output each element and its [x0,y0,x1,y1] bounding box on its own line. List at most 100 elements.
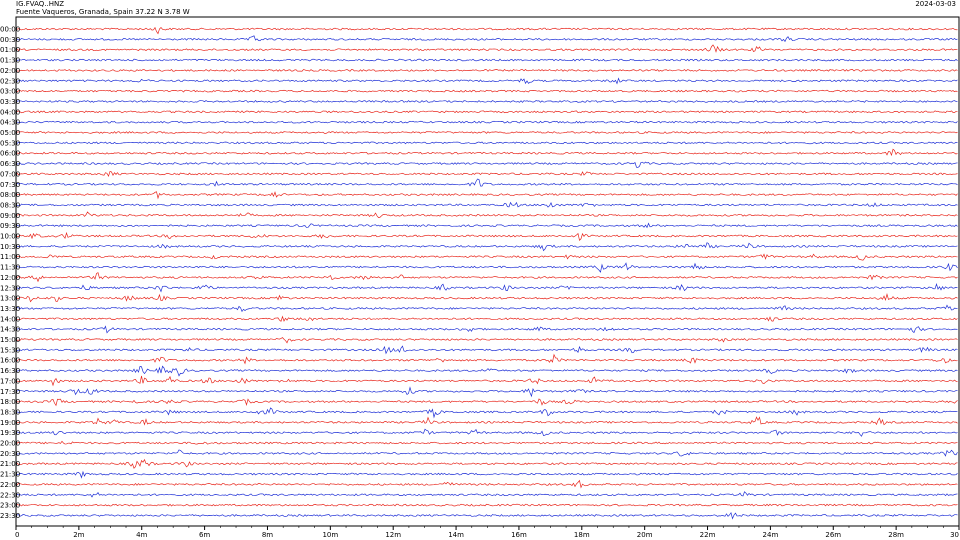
row-time-label: 17:00 [0,377,20,385]
row-time-label: 03:30 [0,98,20,106]
x-tick-label: 30 [950,531,959,539]
row-time-label: 18:00 [0,398,20,406]
x-tick-label: 26m [825,531,841,539]
x-axis-ticks: 0 2m 4m 6m 8m 10m 12m 14m 16m 18m 20m 22m 24m 26m 28m 3… [15,526,960,539]
trace-row [16,35,958,43]
trace-row [16,141,958,145]
row-time-label: 08:00 [0,191,20,199]
trace-row [16,440,958,445]
row-time-label: 10:30 [0,243,20,251]
trace-row [16,242,958,252]
row-time-label: 19:30 [0,429,20,437]
trace-row [16,386,958,398]
station-location: Fuente Vaqueros, Granada, Spain 37.22 N … [16,8,190,16]
row-time-label: 15:00 [0,336,20,344]
x-tick-label: 18m [574,531,590,539]
trace-row [16,283,958,293]
trace-row [16,449,958,457]
trace-row [16,26,958,35]
row-time-label: 14:30 [0,326,20,334]
trace-row [16,170,958,178]
row-time-label: 12:00 [0,274,20,282]
trace-row [16,503,958,507]
row-time-label: 13:00 [0,295,20,303]
row-time-label: 01:00 [0,46,20,54]
row-time-label: 04:30 [0,119,20,127]
trace-row [16,365,958,377]
trace-row [16,479,958,489]
row-time-label: 00:00 [0,26,20,34]
trace-row [16,69,958,72]
row-time-label: 10:00 [0,233,20,241]
row-time-label: 21:00 [0,460,20,468]
trace-row [16,470,958,479]
trace-row [16,512,958,520]
row-time-label: 22:00 [0,481,20,489]
trace-row [16,416,958,426]
trace-row [16,304,958,313]
trace-row [16,211,958,218]
row-time-label: 23:00 [0,502,20,510]
x-tick-label: 12m [385,531,401,539]
x-tick-label: 0 [15,531,19,539]
row-time-label: 08:30 [0,201,20,209]
x-tick-label: 14m [448,531,464,539]
station-title: IG.FVAQ..HNZ [16,0,65,8]
row-time-label: 00:30 [0,36,20,44]
row-time-label: 20:00 [0,440,20,448]
trace-row [16,148,958,157]
trace-row [16,293,958,303]
trace-row [16,491,958,498]
row-time-label: 15:30 [0,346,20,354]
trace-row [16,191,958,200]
row-time-label: 09:30 [0,222,20,230]
row-time-label: 03:00 [0,88,20,96]
row-time-label: 02:30 [0,77,20,85]
seismic-traces [16,26,958,520]
trace-row [16,222,958,229]
trace-row [16,44,958,53]
row-time-label: 06:30 [0,160,20,168]
row-time-label: 12:30 [0,284,20,292]
row-time-label: 16:30 [0,367,20,375]
x-tick-label: 22m [700,531,716,539]
row-time-label: 05:00 [0,129,20,137]
x-tick-label: 24m [763,531,779,539]
row-time-label: 07:00 [0,170,20,178]
trace-row [16,77,958,85]
row-time-label: 23:30 [0,512,20,520]
row-time-label: 11:30 [0,264,20,272]
trace-row [16,201,958,208]
x-tick-label: 8m [262,531,273,539]
trace-row [16,231,958,241]
row-time-label: 13:30 [0,305,20,313]
x-tick-label: 2m [73,531,84,539]
row-time-label: 01:30 [0,57,20,65]
trace-row [16,262,958,273]
trace-row [16,272,958,283]
trace-row [16,325,958,334]
x-tick-label: 20m [637,531,653,539]
trace-row [16,58,958,62]
row-time-label: 11:00 [0,253,20,261]
trace-row [16,375,958,387]
row-time-label: 17:30 [0,388,20,396]
x-tick-label: 28m [888,531,904,539]
trace-row [16,337,958,344]
trace-row [16,161,958,168]
trace-row [16,131,958,134]
trace-row [16,398,958,407]
row-time-label: 16:00 [0,357,20,365]
trace-row [16,428,958,437]
x-tick-label: 16m [511,531,527,539]
row-time-label: 04:00 [0,108,20,116]
row-time-label: 20:30 [0,450,20,458]
trace-row [16,89,958,93]
row-time-label: 18:30 [0,408,20,416]
x-tick-label: 6m [199,531,210,539]
trace-row [16,100,958,103]
row-time-label: 09:00 [0,212,20,220]
plot-frame [15,16,960,527]
trace-row [16,110,958,114]
plot-border [15,16,960,527]
